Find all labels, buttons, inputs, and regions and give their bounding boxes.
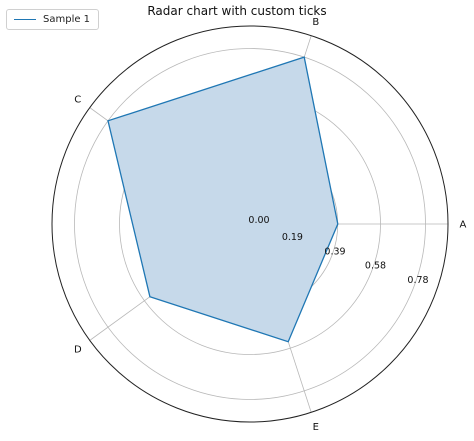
radial-tick-label-3: 0.58 <box>365 260 386 271</box>
series-area <box>107 56 339 343</box>
series-line-0 <box>107 56 339 343</box>
legend: Sample 1 <box>6 9 100 30</box>
radial-tick-label-0: 0.00 <box>248 215 269 226</box>
category-label-A: A <box>459 220 466 231</box>
legend-line-swatch <box>14 19 36 20</box>
radial-tick-label-1: 0.19 <box>282 232 303 243</box>
category-label-E: E <box>313 422 319 433</box>
category-label-B: B <box>312 17 319 28</box>
series-fill-0 <box>108 57 338 342</box>
chart-title: Radar chart with custom ticks <box>147 4 327 18</box>
axis-labels: A B C D E 0.00 0.19 0.39 0.58 0.78 <box>74 17 467 433</box>
radial-tick-label-4: 0.78 <box>407 275 428 286</box>
category-label-D: D <box>74 345 82 356</box>
outer-frame-circle <box>51 25 449 423</box>
radial-tick-label-2: 0.39 <box>324 246 345 257</box>
legend-label-sample-1: Sample 1 <box>43 14 91 25</box>
category-label-C: C <box>74 94 81 105</box>
